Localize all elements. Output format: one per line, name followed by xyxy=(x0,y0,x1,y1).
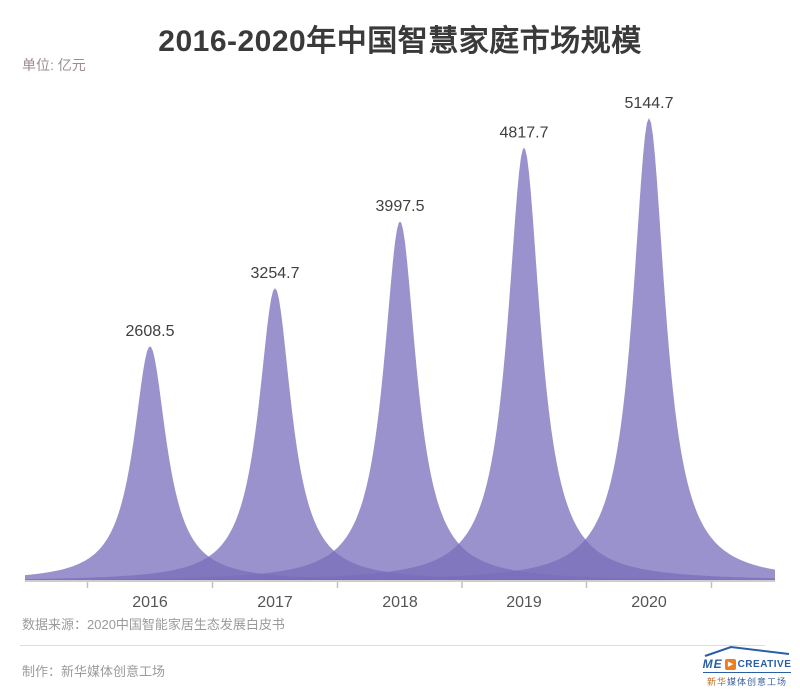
market-peak-chart: 2608.5 2016 3254.7 2017 3997.5 2018 4817.7 2019… xyxy=(25,95,775,611)
footer-divider xyxy=(20,645,765,646)
peak-2018 xyxy=(25,222,775,581)
play-glyph: ▶ xyxy=(727,660,734,668)
peak-2016 xyxy=(25,346,775,581)
play-icon: ▶ xyxy=(724,658,736,670)
unit-label: 单位: 亿元 xyxy=(22,57,86,73)
value-label: 2608.5 xyxy=(126,323,175,340)
logo-subtext: 新华媒体创意工场 xyxy=(707,675,787,688)
logo-me-text: ME xyxy=(702,657,723,671)
value-label: 4817.7 xyxy=(500,124,549,141)
value-label: 5144.7 xyxy=(625,95,674,112)
year-label: 2020 xyxy=(631,594,667,611)
logo-subtext-right: 媒体创意工场 xyxy=(727,677,788,687)
year-label: 2016 xyxy=(132,594,168,611)
chart-area: 2608.5 2016 3254.7 2017 3997.5 2018 4817.7 2019… xyxy=(0,85,800,625)
logo-roof-icon xyxy=(704,645,790,657)
data-source-note: 数据来源：2020中国智能家居生态发展白皮书 xyxy=(22,617,285,632)
value-label: 3254.7 xyxy=(251,265,300,282)
logo-subtext-left: 新华 xyxy=(706,677,727,687)
value-label: 3997.5 xyxy=(376,198,425,215)
year-label: 2018 xyxy=(382,594,418,611)
logo-wordmark: ME ▶ CREATIVE xyxy=(702,657,792,673)
year-label: 2019 xyxy=(506,594,542,611)
logo-create-text: CREATIVE xyxy=(737,658,792,670)
page-title: 2016-2020年中国智慧家庭市场规模 xyxy=(158,25,642,58)
credit-note: 制作：新华媒体创意工场 xyxy=(22,664,166,679)
year-label: 2017 xyxy=(257,594,293,611)
peak-2020 xyxy=(25,118,775,581)
media-create-logo: ME ▶ CREATIVE 新华媒体创意工场 xyxy=(701,645,793,688)
